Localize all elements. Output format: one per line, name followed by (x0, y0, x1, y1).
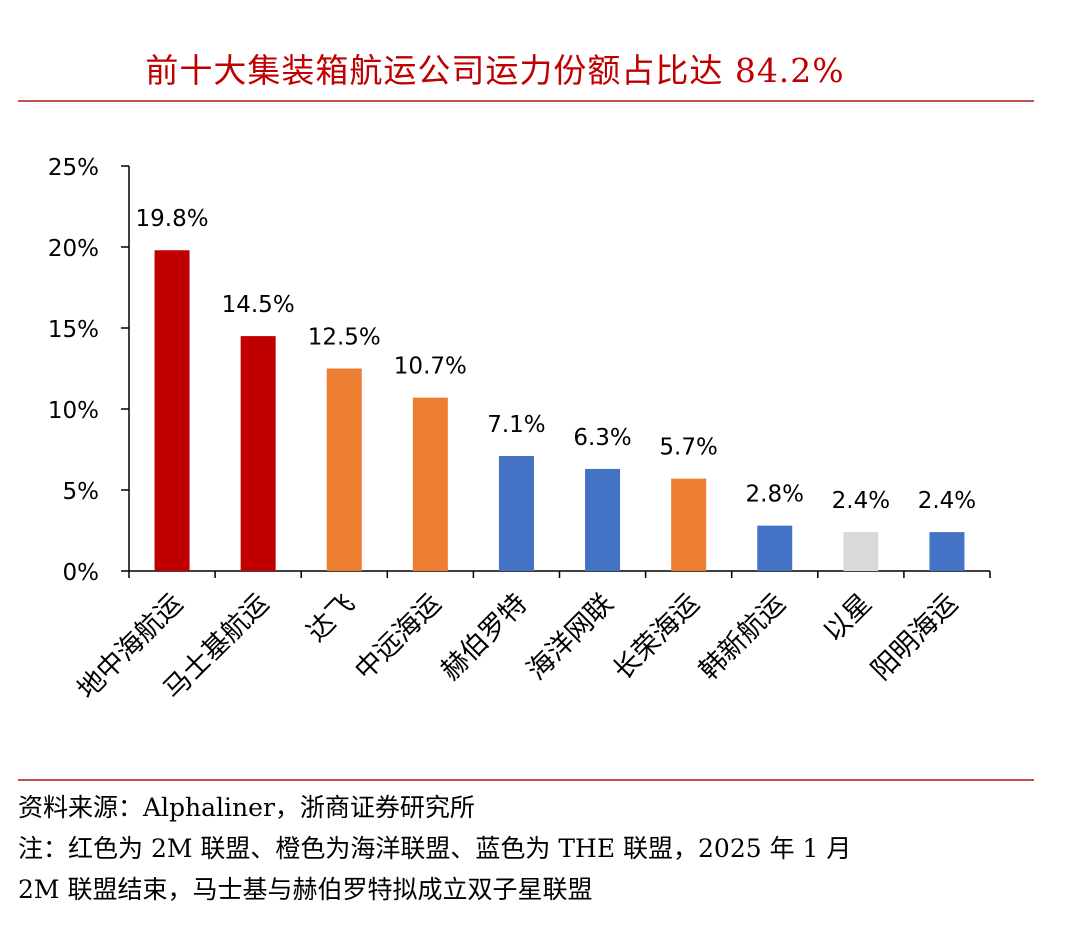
y-tick-label: 5% (63, 479, 100, 505)
category-label: 以星 (818, 588, 878, 648)
y-tick-label: 0% (63, 560, 100, 586)
data-label: 10.7% (394, 354, 467, 380)
bar (498, 455, 534, 571)
bar (585, 468, 621, 571)
y-tick-label: 10% (48, 398, 99, 424)
chart-title: 前十大集装箱航运公司运力份额占比达 84.2% (145, 51, 845, 90)
bar (843, 532, 879, 571)
legend-note-line-1: 注：红色为 2M 联盟、橙色为海洋联盟、蓝色为 THE 联盟，2025 年 1 … (18, 834, 852, 863)
bar (154, 250, 190, 572)
source-note: 资料来源：Alphaliner，浙商证券研究所 (18, 793, 475, 822)
data-label: 19.8% (136, 206, 209, 232)
y-tick-label: 20% (48, 236, 99, 262)
y-tick-label: 15% (48, 317, 99, 343)
bar (757, 525, 793, 571)
category-label: 海洋网联 (521, 588, 619, 686)
bar-chart: 0%5%10%15%20%25%19.8%地中海航运14.5%马士基航运12.5… (48, 155, 991, 705)
data-label: 5.7% (659, 435, 717, 461)
category-label: 赫伯罗特 (435, 588, 533, 686)
data-label: 2.4% (832, 488, 890, 514)
data-label: 12.5% (308, 325, 381, 351)
title-divider (18, 100, 1034, 102)
bar (326, 368, 362, 571)
category-label: 中远海运 (349, 588, 447, 686)
bar (412, 397, 448, 571)
y-tick-label: 25% (48, 155, 99, 181)
bar (671, 478, 707, 571)
bar (929, 532, 965, 571)
data-label: 2.4% (918, 488, 976, 514)
category-label: 阳明海运 (866, 588, 964, 686)
category-label: 韩新航运 (693, 588, 791, 686)
category-label: 达飞 (301, 588, 361, 648)
category-label: 长荣海运 (607, 588, 705, 686)
bar (240, 336, 276, 571)
data-label: 7.1% (487, 412, 545, 438)
data-label: 6.3% (573, 425, 631, 451)
legend-note-line-2: 2M 联盟结束，马士基与赫伯罗特拟成立双子星联盟 (18, 875, 593, 904)
data-label: 2.8% (746, 482, 804, 508)
footnote-divider (18, 779, 1034, 781)
data-label: 14.5% (222, 292, 295, 318)
